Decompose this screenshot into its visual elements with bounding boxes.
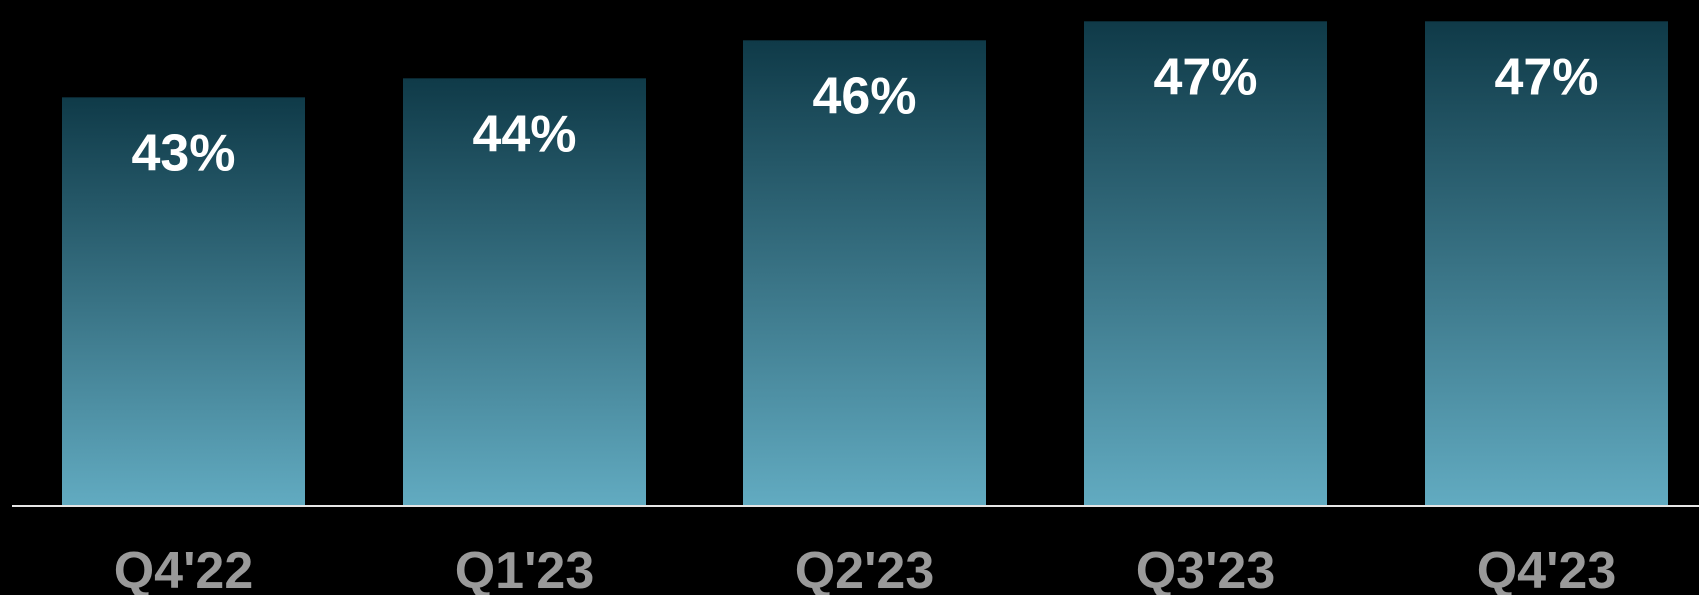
bar-3 [1084,21,1327,506]
x-tick-label-0: Q4'22 [114,542,254,595]
bar-value-label-0: 43% [131,124,235,182]
x-tick-label-4: Q4'23 [1477,542,1617,595]
bar-1 [403,78,646,506]
bar-value-label-3: 47% [1153,48,1257,106]
bar-value-label-4: 47% [1494,48,1598,106]
value-labels-group: 43% 44% 46% 47% 47% [131,48,1598,182]
bar-value-label-1: 44% [472,105,576,163]
bar-4 [1425,21,1668,506]
x-axis-tick-labels: Q4'22 Q1'23 Q2'23 Q3'23 Q4'23 [114,542,1617,595]
x-tick-label-2: Q2'23 [795,542,935,595]
x-tick-label-3: Q3'23 [1136,542,1276,595]
x-tick-label-1: Q1'23 [455,542,595,595]
bar-0 [62,97,305,506]
bar-2 [743,40,986,506]
bars-group [62,21,1668,506]
bar-value-label-2: 46% [812,67,916,125]
